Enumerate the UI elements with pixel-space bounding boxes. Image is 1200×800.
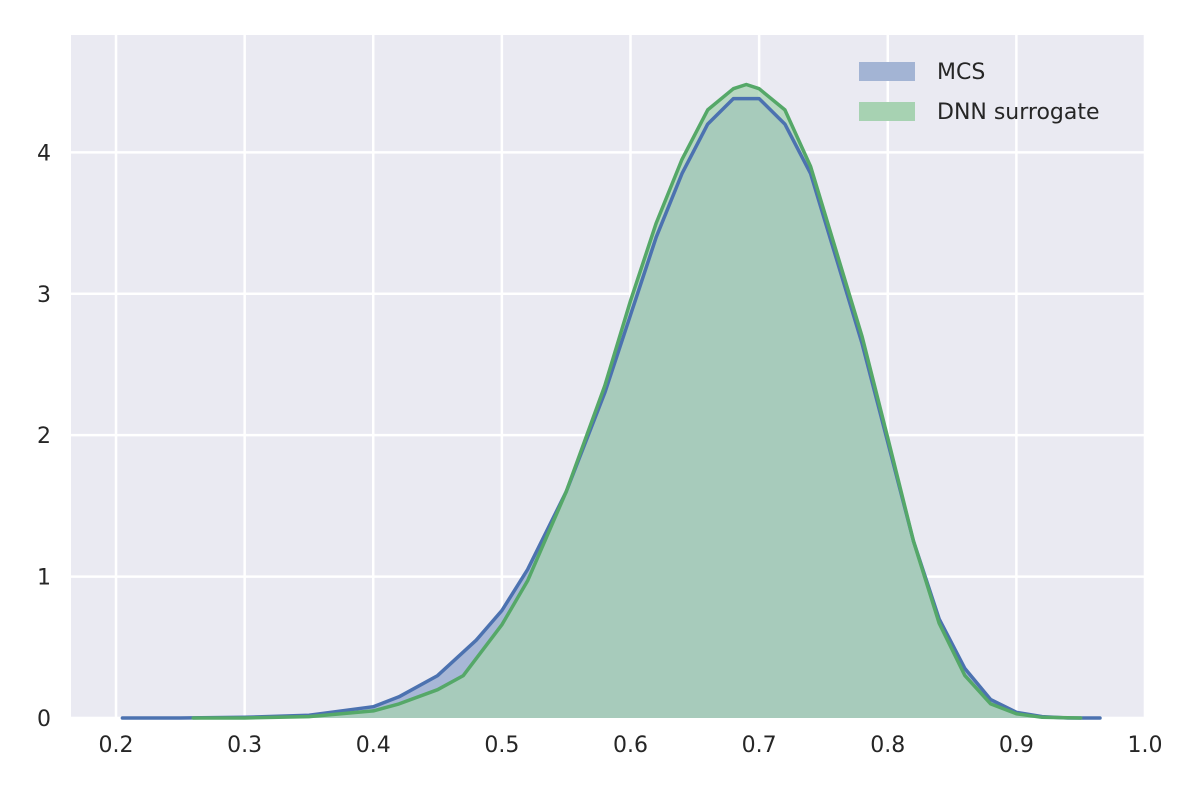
x-tick-label: 0.2 [99,733,134,758]
y-tick-label: 3 [37,283,51,308]
x-tick-label: 0.5 [484,733,519,758]
x-tick-label: 0.9 [999,733,1034,758]
x-tick-label: 0.7 [742,733,777,758]
y-tick-label: 2 [37,424,51,449]
y-tick-label: 0 [37,707,51,732]
density-fills [122,84,1100,719]
line-mcs [120,96,1102,720]
x-tick-label: 0.3 [227,733,262,758]
density-lines [120,82,1102,720]
y-tick-label: 4 [37,141,51,166]
x-tick-label: 0.6 [613,733,648,758]
x-tick-label: 0.4 [356,733,391,758]
x-tick-label: 0.8 [870,733,905,758]
legend-label-dnn: DNN surrogate [937,100,1100,125]
legend: MCS DNN surrogate [859,60,1100,125]
legend-swatch-dnn [859,102,915,121]
legend-label-mcs: MCS [937,60,985,85]
legend-swatch-mcs [859,62,915,81]
line-dnn-surrogate [191,82,1083,720]
y-axis-ticks: 0 1 2 3 4 [37,141,51,732]
y-tick-label: 1 [37,566,51,591]
x-axis-ticks: 0.2 0.3 0.4 0.5 0.6 0.7 0.8 0.9 1.0 [99,733,1163,758]
fill-dnn-surrogate [193,84,1081,718]
x-tick-label: 1.0 [1128,733,1163,758]
